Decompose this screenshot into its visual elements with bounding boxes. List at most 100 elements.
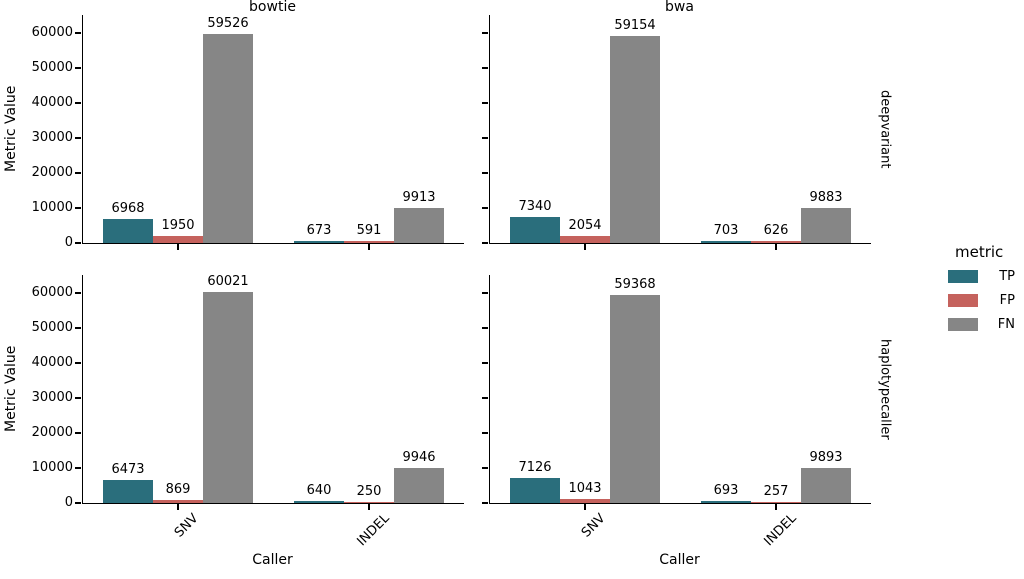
bar-value-label: 7340 [518, 199, 552, 214]
y-tick-mark [481, 67, 489, 69]
legend-entries: TP FP FN [940, 269, 1015, 332]
y-tick-mark [481, 137, 489, 139]
bar-value-label: 9946 [402, 450, 436, 465]
bar-value-label: 59526 [207, 16, 249, 31]
x-tick-mark [368, 243, 370, 250]
y-tick-mark [74, 327, 82, 329]
bar-fn-snv [610, 295, 660, 503]
y-tick-mark [74, 242, 82, 244]
x-tick-mark [368, 503, 370, 510]
y-tick-label: 60000 [31, 285, 73, 300]
bar-value-label: 6473 [111, 462, 145, 477]
y-axis-label: Metric Value [3, 345, 19, 433]
facet-row-title-haplotypecaller: haplotypecaller [877, 338, 893, 440]
y-tick-label: 10000 [31, 200, 73, 215]
legend-label-fp: FP [999, 293, 1015, 308]
bar-value-label: 7126 [518, 460, 552, 475]
y-tick-mark [74, 67, 82, 69]
bar-tp-indel [294, 241, 344, 243]
bar-tp-snv [103, 219, 153, 243]
y-tick-mark [481, 467, 489, 469]
bar-fn-snv [610, 36, 660, 243]
y-tick-mark [74, 292, 82, 294]
x-tick-label-snv: SNV [171, 511, 202, 541]
y-tick-label: 0 [64, 495, 73, 510]
legend-label-tp: TP [999, 269, 1015, 284]
x-tick-mark [775, 503, 777, 510]
y-tick-mark [481, 172, 489, 174]
x-axis-label: Caller [252, 552, 293, 568]
bar-fn-indel [394, 468, 444, 503]
bar-value-label: 591 [356, 223, 382, 238]
y-tick-label: 30000 [31, 390, 73, 405]
y-tick-mark [481, 502, 489, 504]
legend-swatch-fp [948, 294, 978, 307]
bar-fp-snv [153, 500, 203, 503]
bar-value-label: 9893 [809, 450, 843, 465]
y-tick-mark [74, 102, 82, 104]
x-tick-label-snv: SNV [578, 511, 609, 541]
y-tick-label: 20000 [31, 165, 73, 180]
legend-title: metric [955, 243, 1004, 261]
facet-row-title-deepvariant: deepvariant [877, 89, 893, 169]
bar-value-label: 6968 [111, 201, 145, 216]
y-tick-mark [74, 172, 82, 174]
y-tick-mark [74, 502, 82, 504]
bar-fn-snv [203, 34, 253, 243]
y-tick-mark [481, 362, 489, 364]
y-tick-label: 10000 [31, 460, 73, 475]
y-tick-mark [74, 432, 82, 434]
bar-fp-indel [344, 241, 394, 243]
bar-fn-indel [801, 208, 851, 243]
bar-value-label: 673 [306, 223, 332, 238]
bar-fp-indel [344, 502, 394, 503]
bar-value-label: 1950 [161, 218, 195, 233]
y-tick-mark [481, 327, 489, 329]
facet-col-title-bowtie: bowtie [249, 0, 296, 15]
x-axis-label: Caller [659, 552, 700, 568]
y-tick-mark [74, 467, 82, 469]
y-tick-mark [74, 32, 82, 34]
bar-fp-indel [751, 502, 801, 503]
legend-entry-tp: TP [940, 269, 1015, 284]
bar-fn-indel [394, 208, 444, 243]
bar-value-label: 257 [763, 484, 789, 499]
bar-tp-snv [103, 480, 153, 503]
y-tick-mark [481, 102, 489, 104]
panel-bwa-haplotypecaller: SNV 7126 1043 59368 INDEL 693 257 9893 [481, 275, 871, 549]
y-tick-mark [481, 207, 489, 209]
x-tick-mark [584, 243, 586, 250]
x-tick-mark [177, 503, 179, 510]
bar-tp-snv [510, 478, 560, 503]
bar-value-label: 1043 [568, 481, 602, 496]
y-tick-label: 50000 [31, 320, 73, 335]
legend-label-fn: FN [997, 317, 1015, 332]
x-tick-label-indel: INDEL [761, 511, 800, 550]
panel-bowtie-haplotypecaller: 0 10000 20000 30000 40000 50000 60000 SNV 6473 86… [32, 274, 464, 549]
legend-swatch-tp [948, 270, 978, 283]
bar-fp-snv [153, 236, 203, 243]
bar-tp-indel [701, 241, 751, 243]
bar-value-label: 2054 [568, 218, 602, 233]
bar-value-label: 640 [306, 483, 332, 498]
x-tick-label-indel: INDEL [354, 511, 393, 550]
y-tick-label: 0 [64, 235, 73, 250]
legend-entry-fp: FP [940, 293, 1015, 308]
bar-fp-indel [751, 241, 801, 243]
y-tick-label: 60000 [31, 25, 73, 40]
bar-value-label: 626 [763, 223, 789, 238]
y-tick-label: 30000 [31, 130, 73, 145]
y-tick-mark [74, 137, 82, 139]
bar-value-label: 60021 [207, 274, 249, 289]
y-tick-mark [481, 32, 489, 34]
x-tick-mark [775, 243, 777, 250]
y-tick-mark [74, 397, 82, 399]
facet-col-title-bwa: bwa [665, 0, 694, 15]
bar-value-label: 250 [356, 484, 382, 499]
bar-fn-snv [203, 292, 253, 503]
y-tick-mark [481, 397, 489, 399]
bar-value-label: 693 [713, 483, 739, 498]
y-tick-mark [481, 432, 489, 434]
y-tick-label: 20000 [31, 425, 73, 440]
